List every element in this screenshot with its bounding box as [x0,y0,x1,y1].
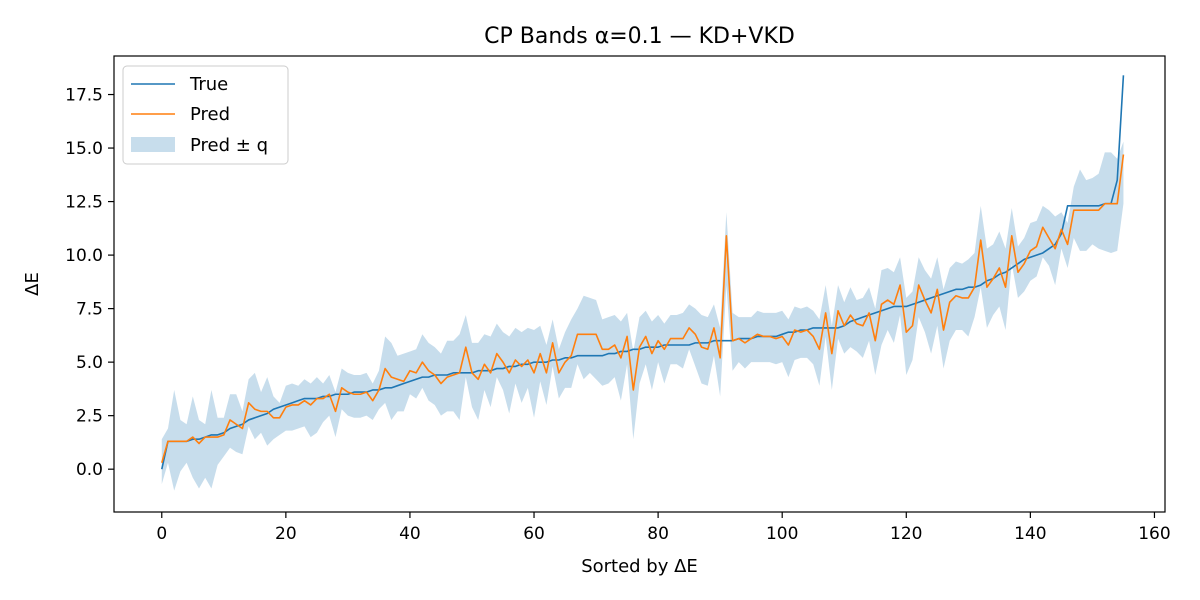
x-tick-label: 60 [523,524,545,544]
x-tick-label: 100 [766,524,798,544]
x-tick-label: 0 [156,524,167,544]
plot-frame [113,55,1166,513]
x-tick-label: 160 [1138,524,1170,544]
x-tick-label: 20 [275,524,297,544]
legend-band-label: Pred ± q [190,135,268,156]
y-tick-label: 10.0 [65,246,103,266]
y-tick-label: 5.0 [76,353,103,373]
chart-title: CP Bands α=0.1 — KD+VKD [484,24,795,49]
band-layer [161,141,1124,491]
y-tick-label: 12.5 [65,193,103,213]
x-tick-label: 120 [890,524,922,544]
x-axis: 0 20 40 60 80 100 120 140 160 [156,512,1171,544]
series-line-pred [161,154,1125,463]
x-tick-label: 40 [399,524,421,544]
x-tick-label: 80 [647,524,669,544]
y-axis: 0.0 2.5 5.0 7.5 10.0 12.5 15.0 17.5 [65,86,114,480]
series-layer [160,75,1125,470]
y-tick-label: 7.5 [76,300,103,320]
legend: True Pred Pred ± q [122,65,289,165]
y-axis-label: ΔE [22,272,43,296]
prediction-band [161,141,1124,491]
legend-pred-label: Pred [190,104,230,125]
legend-band-swatch [131,137,175,152]
y-tick-label: 15.0 [65,139,103,159]
x-tick-label: 140 [1014,524,1046,544]
y-tick-label: 0.0 [76,460,103,480]
series-line-true [160,75,1125,470]
legend-box [122,65,289,165]
x-axis-label: Sorted by ΔE [581,556,698,577]
y-tick-label: 2.5 [76,407,103,427]
legend-true-label: True [189,74,228,95]
y-tick-label: 17.5 [65,86,103,106]
